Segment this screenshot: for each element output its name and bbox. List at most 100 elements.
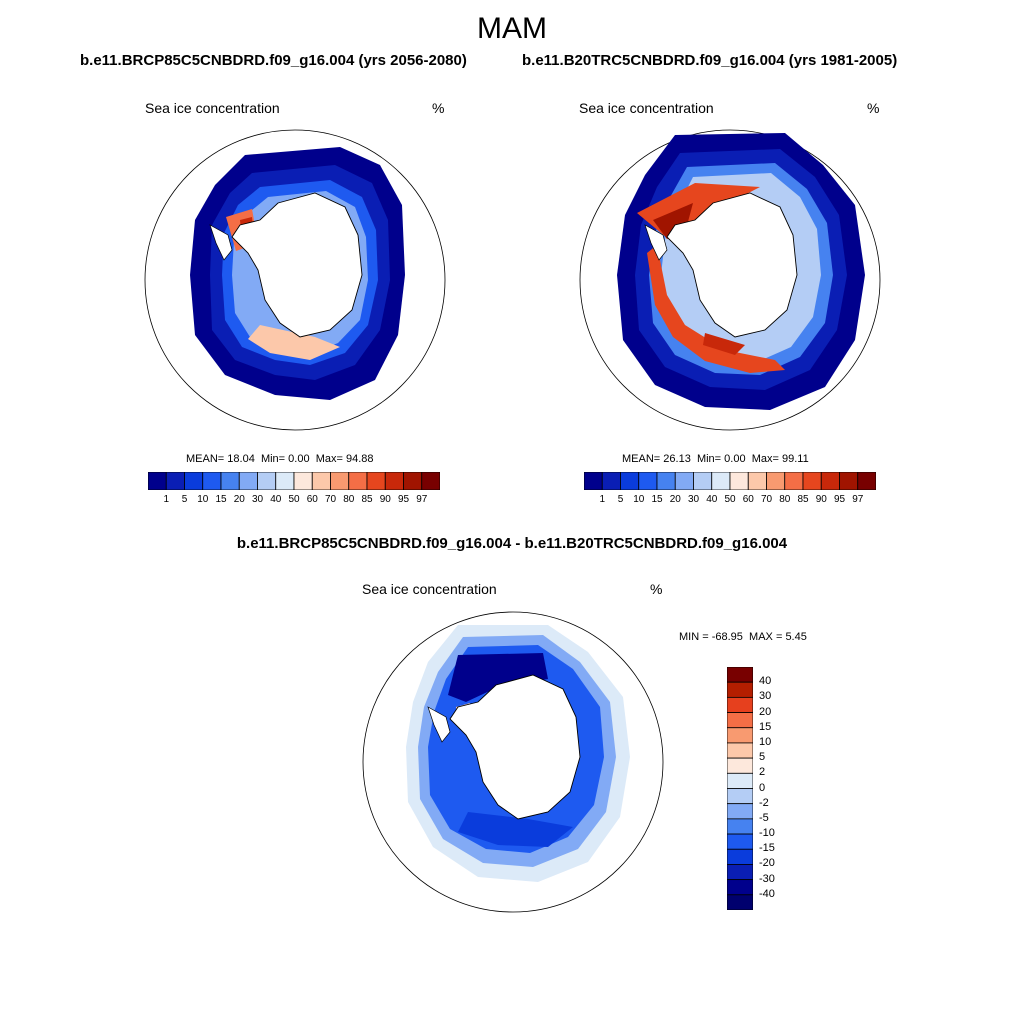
panel3-colorbar-tick: -15 [759,842,775,855]
panel3-colorbar-tick: 15 [759,720,772,733]
panel1-colorbar-tick: 50 [288,494,300,505]
panel2-mean-label: MEAN= [622,453,661,465]
panel1-colorbar-tick: 90 [379,494,391,505]
colorbar-swatch [727,667,753,683]
colorbar-swatch [638,472,658,490]
panel2-mean: 26.13 [663,453,691,465]
panel2-variable-label: Sea ice concentration [579,100,714,116]
colorbar-swatch [275,472,295,490]
panel3-polar-map [362,611,664,913]
panel2-colorbar-tick: 10 [633,494,645,505]
panel2-colorbar-tick: 70 [760,494,773,505]
panel1-max: 94.88 [345,453,374,465]
panel2-colorbar-tick: 1 [599,494,606,505]
panel2-min: 0.00 [724,453,746,465]
panel1-colorbar-tick: 1 [163,494,170,505]
panel2-colorbar-tick: 90 [815,494,827,505]
panel3-stats: MIN = -68.95 MAX = 5.45 [679,631,807,643]
panel2-colorbar-tick: 97 [852,494,864,505]
panel1-stats: MEAN= 18.04 Min= 0.00 Max= 94.88 [186,453,374,465]
colorbar-swatch [727,772,753,789]
panel2-colorbar-tick: 50 [724,494,736,505]
colorbar-swatch [293,472,313,490]
panel1-min: 0.00 [288,453,310,465]
colorbar-swatch [727,894,753,910]
panel1-colorbar-tick: 5 [181,494,188,505]
colorbar-swatch [839,472,859,490]
colorbar-swatch [366,472,386,490]
colorbar-swatch [729,472,749,490]
diff-title: b.e11.BRCP85C5CNBDRD.f09_g16.004 - b.e11… [236,535,788,552]
panel1-colorbar-tick: 70 [324,494,337,505]
colorbar-swatch [727,848,753,865]
panel3-colorbar-tick: -2 [759,796,769,809]
colorbar-swatch [202,472,222,490]
colorbar-swatch [165,472,185,490]
colorbar-swatch [584,472,603,490]
panel2-colorbar-tick: 30 [687,494,700,505]
panel2-colorbar-tick: 20 [669,494,681,505]
panel3-colorbar-tick: -5 [759,811,769,824]
panel3-max-label: MAX = [749,631,783,643]
colorbar-swatch [148,472,167,490]
colorbar-swatch [184,472,204,490]
panel1-mean: 18.04 [227,453,255,465]
panel1-polar-map [144,129,446,431]
colorbar-swatch [238,472,258,490]
colorbar-swatch [330,472,350,490]
colorbar-swatch [257,472,277,490]
colorbar-swatch [727,788,753,805]
panel2-polar-map [579,129,881,431]
colorbar-swatch [727,757,753,774]
colorbar-swatch [727,712,753,729]
panel1-colorbar-tick: 10 [197,494,209,505]
colorbar-swatch [384,472,404,490]
panel2-max: 99.11 [781,453,809,465]
panel1-colorbar [148,472,440,490]
panel1-colorbar-tick: 97 [416,494,428,505]
colorbar-swatch [857,472,876,490]
colorbar-swatch [727,803,753,820]
panel2-colorbar-tick: 5 [617,494,624,505]
panel3-min: -68.95 [711,631,743,643]
colorbar-swatch [656,472,676,490]
panel2-max-label: Max= [751,453,779,465]
panel1-colorbar-tick: 95 [397,494,410,505]
panel3-colorbar-tick: 40 [759,675,772,688]
colorbar-swatch [693,472,713,490]
panel1-colorbar-tick: 80 [343,494,355,505]
colorbar-swatch [766,472,786,490]
panel2-colorbar-tick: 95 [833,494,846,505]
colorbar-swatch [727,727,753,744]
panel2-colorbar-tick: 80 [779,494,791,505]
panel3-colorbar-tick: 10 [759,735,772,748]
panel3-colorbar-tick: 30 [759,690,772,703]
panel3-colorbar-tick: -10 [759,827,775,840]
panel1-colorbar-tick: 40 [270,494,282,505]
colorbar-swatch [220,472,240,490]
panel3-colorbar-tick: 5 [759,751,766,764]
panel2-colorbar-tick: 85 [797,494,809,505]
colorbar-swatch [620,472,640,490]
panel3-colorbar-tick: -20 [759,857,775,870]
panel3-units: % [650,581,663,597]
panel3-variable-label: Sea ice concentration [362,581,497,597]
panel3-colorbar [727,667,753,910]
panel2-units: % [867,100,880,116]
panel2-colorbar-tick: 60 [742,494,754,505]
colorbar-swatch [727,742,753,759]
colorbar-swatch [727,864,753,881]
panel2-colorbar-tick: 15 [651,494,663,505]
panel3-colorbar-tick: -40 [759,887,775,900]
colorbar-swatch [674,472,694,490]
panel1-colorbar-tick: 20 [233,494,245,505]
panel1-units: % [432,100,445,116]
panel2-min-label: Min= [696,453,722,465]
case-title-future: b.e11.BRCP85C5CNBDRD.f09_g16.004 (yrs 20… [80,52,467,69]
panel1-mean-label: MEAN= [186,453,225,465]
panel1-colorbar-tick: 30 [251,494,264,505]
panel3-colorbar-tick: -30 [759,872,775,885]
colorbar-swatch [421,472,440,490]
panel1-variable-label: Sea ice concentration [145,100,280,116]
colorbar-swatch [727,879,753,896]
